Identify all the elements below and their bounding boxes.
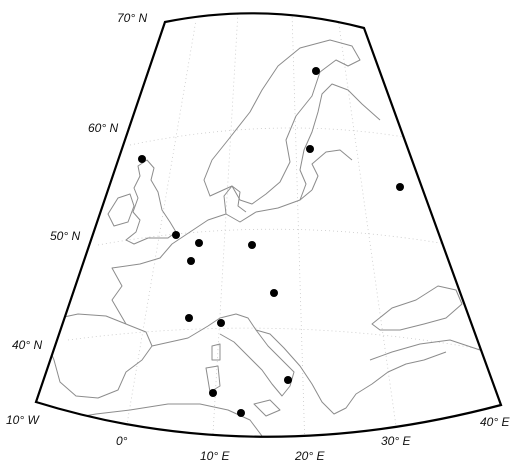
- marker[interactable]: [284, 376, 292, 384]
- riviera-coast: [151, 325, 209, 347]
- marker[interactable]: [187, 257, 195, 265]
- italy-coast: [207, 313, 295, 397]
- north-africa-coast: [59, 403, 263, 437]
- great-britain-coast: [125, 159, 177, 245]
- marker[interactable]: [270, 289, 278, 297]
- lat-70-label: 70° N: [117, 11, 147, 25]
- sardinia-coast: [205, 365, 221, 393]
- lon-10w-label: 10° W: [6, 413, 40, 427]
- lon-0-label: 0°: [116, 434, 128, 448]
- marker[interactable]: [217, 319, 225, 327]
- black-sea-coast: [371, 285, 463, 331]
- marker[interactable]: [138, 155, 146, 163]
- lat-50-label: 50° N: [50, 229, 80, 243]
- marker[interactable]: [185, 314, 193, 322]
- lon-30e-label: 30° E: [381, 434, 411, 448]
- station-markers: [138, 67, 404, 417]
- ireland-coast: [107, 193, 135, 227]
- lat-40-label: 40° N: [12, 338, 42, 352]
- balkans-coast: [255, 329, 447, 415]
- baltic-coast: [311, 149, 353, 191]
- marker[interactable]: [312, 67, 320, 75]
- sicily-coast: [253, 399, 281, 417]
- lat-60-label: 60° N: [88, 121, 118, 135]
- corsica-coast: [211, 343, 221, 361]
- finland-coast: [299, 83, 381, 201]
- map-frame: [34, 12, 503, 438]
- continental-west-coast: [111, 189, 313, 325]
- graticule: [67, 13, 486, 437]
- lon-20e-label: 20° E: [294, 449, 325, 463]
- marker[interactable]: [172, 231, 180, 239]
- marker[interactable]: [209, 389, 217, 397]
- marker[interactable]: [248, 241, 256, 249]
- marker[interactable]: [306, 145, 314, 153]
- marker[interactable]: [237, 409, 245, 417]
- marker[interactable]: [396, 183, 404, 191]
- coastlines: [45, 39, 501, 437]
- marker[interactable]: [195, 239, 203, 247]
- lon-10e-label: 10° E: [200, 449, 230, 463]
- lon-40e-label: 40° E: [480, 415, 510, 429]
- iberia-coast: [45, 313, 153, 399]
- scandinavia-coast: [203, 39, 361, 205]
- denmark-coast: [223, 185, 247, 215]
